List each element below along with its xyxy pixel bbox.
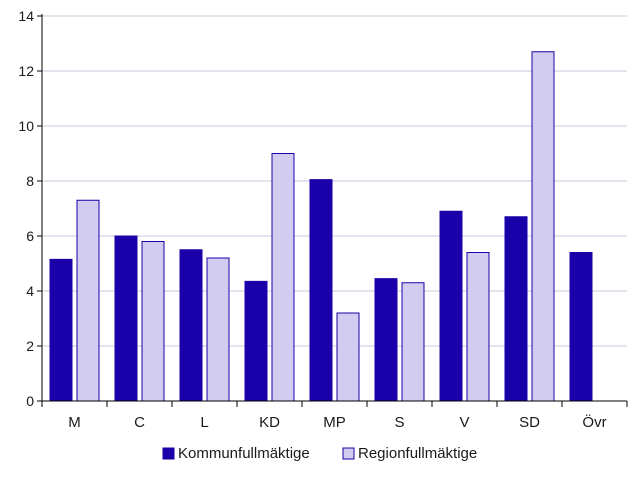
x-tick-label: L [200,414,208,431]
bars [49,51,593,402]
axes: 0 2 4 6 8 10 12 14 M C L KD MP S V SD Övr [18,8,628,431]
x-tick-label: SD [519,414,540,431]
bar-regionfullmaktige-6 [466,252,490,402]
bar-regionfullmaktige-2 [206,257,230,402]
x-tick-label: MP [323,414,346,431]
bar-kommunfullmaktige-4 [309,179,333,402]
bar-kommunfullmaktige-5 [374,278,398,402]
y-tick-label: 14 [18,8,34,24]
bar-regionfullmaktige-4 [336,312,360,402]
bar-kommunfullmaktige-6 [439,210,463,402]
y-tick-label: 6 [26,228,34,244]
y-tick-label: 8 [26,173,34,189]
y-tick-label: 12 [18,63,34,79]
x-tick-label: KD [259,414,280,431]
bar-regionfullmaktige-3 [271,153,295,402]
x-tick-label: V [459,414,469,431]
legend-label: Regionfullmäktige [358,445,477,462]
legend-label: Kommunfullmäktige [178,445,310,462]
bar-regionfullmaktige-5 [401,282,425,402]
y-tick-label: 10 [18,118,34,134]
bar-kommunfullmaktige-7 [504,216,528,402]
bar-regionfullmaktige-0 [76,199,100,402]
bar-kommunfullmaktige-3 [244,280,268,402]
x-tick-label: S [394,414,404,431]
bar-kommunfullmaktige-1 [114,235,138,402]
legend: Kommunfullmäktige Regionfullmäktige [162,445,477,462]
bar-kommunfullmaktige-0 [49,258,73,402]
bar-regionfullmaktige-7 [531,51,555,402]
bar-kommunfullmaktige-8 [569,252,593,402]
y-tick-label: 0 [26,393,34,409]
gridlines [42,15,627,347]
x-tick-label: Övr [582,413,606,431]
y-tick-label: 2 [26,338,34,354]
legend-swatch-regionfullmaktige [342,447,355,460]
legend-swatch-kommunfullmaktige [162,447,175,460]
bar-regionfullmaktige-1 [141,241,165,402]
x-tick-label: M [68,414,81,431]
x-tick-label: C [134,414,145,431]
y-tick-label: 4 [26,283,34,299]
bar-kommunfullmaktige-2 [179,249,203,402]
